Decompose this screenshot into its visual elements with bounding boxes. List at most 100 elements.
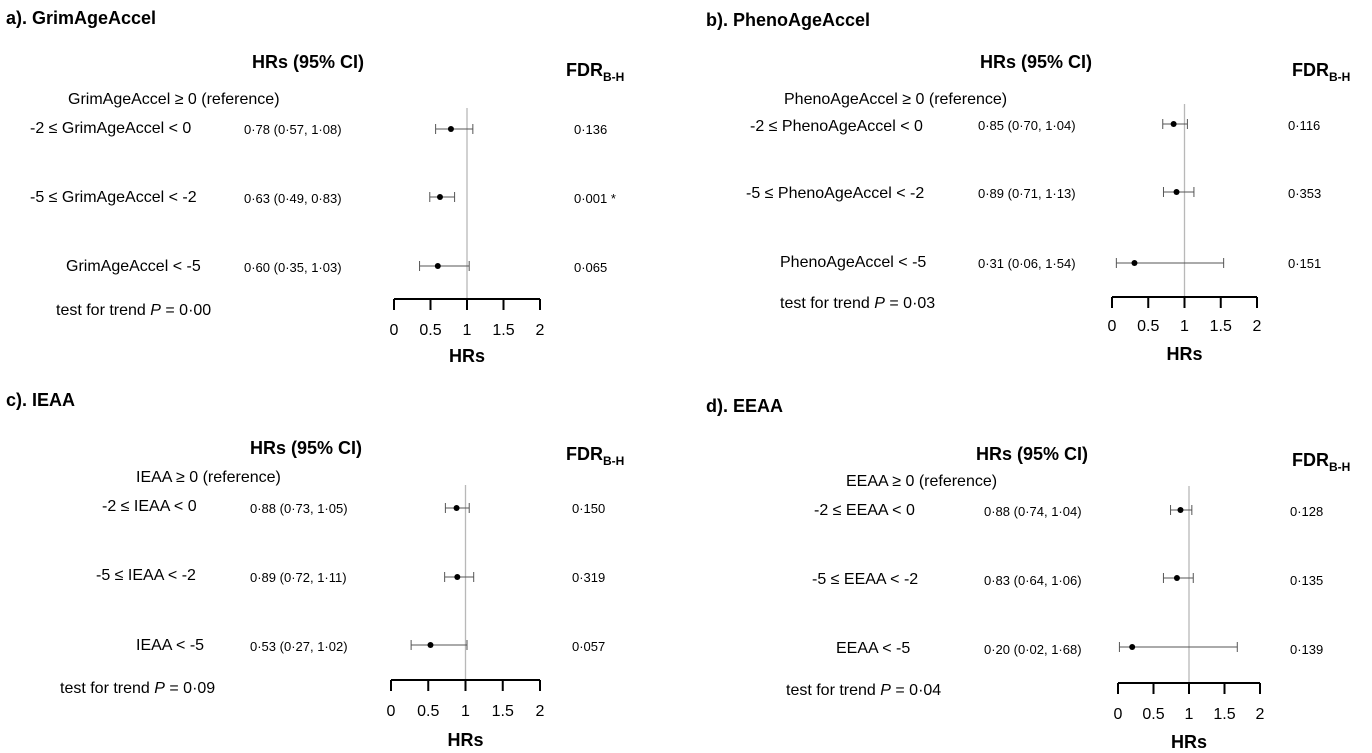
x-axis-label: HRs bbox=[447, 730, 483, 750]
row-estimate: 0·85 (0·70, 1·04) bbox=[978, 118, 1076, 133]
fdr-header: FDRB-H bbox=[566, 60, 624, 84]
row-fdr: 0·150 bbox=[572, 501, 606, 516]
row-label: -5 ≤ PhenoAgeAccel < -2 bbox=[746, 185, 925, 202]
x-tick-label: 1 bbox=[1185, 706, 1194, 723]
trend-p: P bbox=[874, 295, 885, 312]
row-fdr: 0·057 bbox=[572, 639, 606, 654]
row-estimate: 0·60 (0·35, 1·03) bbox=[244, 260, 342, 275]
hr-point bbox=[1173, 575, 1180, 581]
trend-test: test for trend P = 0·03 bbox=[780, 295, 935, 313]
hr-point bbox=[1131, 260, 1138, 266]
x-tick-label: 1.5 bbox=[492, 322, 514, 339]
x-tick-label: 1 bbox=[463, 322, 472, 339]
x-axis-label: HRs bbox=[449, 346, 485, 366]
x-tick-label: 0 bbox=[1108, 318, 1117, 335]
trend-suffix: = 0·09 bbox=[164, 680, 216, 697]
panel-title: c). IEAA bbox=[6, 390, 76, 410]
x-tick-label: 2 bbox=[536, 322, 545, 339]
x-tick-label: 1.5 bbox=[1210, 318, 1232, 335]
reference-label: IEAA ≥ 0 (reference) bbox=[136, 469, 281, 486]
row-fdr: 0·001 * bbox=[574, 191, 616, 206]
hr-point bbox=[447, 126, 454, 132]
row-label: PhenoAgeAccel < -5 bbox=[780, 254, 927, 271]
fdr-header-main: FDR bbox=[1292, 60, 1329, 80]
row-fdr: 0·353 bbox=[1288, 186, 1322, 201]
trend-prefix: test for trend bbox=[60, 680, 155, 697]
trend-prefix: test for trend bbox=[786, 682, 881, 699]
forest-plot-area: 0 0.5 1 1.5 2 HRs bbox=[387, 485, 545, 750]
estimate-header: HRs (95% CI) bbox=[980, 52, 1093, 72]
hr-point bbox=[453, 505, 460, 511]
x-tick-label: 0.5 bbox=[419, 322, 441, 339]
hr-point bbox=[1173, 189, 1180, 195]
hr-point bbox=[1129, 644, 1136, 650]
row-label: -2 ≤ PhenoAgeAccel < 0 bbox=[750, 118, 923, 135]
x-tick-label: 2 bbox=[1256, 706, 1265, 723]
trend-suffix: = 0·03 bbox=[884, 295, 936, 312]
x-axis-label: HRs bbox=[1171, 732, 1207, 752]
fdr-header-sub: B-H bbox=[603, 454, 625, 468]
fdr-header: FDRB-H bbox=[566, 444, 624, 468]
x-tick-label: 0.5 bbox=[1142, 706, 1164, 723]
forest-plot-area: 0 0.5 1 1.5 2 HRs bbox=[1108, 104, 1262, 364]
row-label: GrimAgeAccel < -5 bbox=[66, 258, 201, 275]
fdr-header: FDRB-H bbox=[1292, 60, 1350, 84]
row-estimate: 0·88 (0·73, 1·05) bbox=[250, 501, 348, 516]
row-label: EEAA < -5 bbox=[836, 640, 911, 657]
trend-test: test for trend P = 0·04 bbox=[786, 682, 941, 700]
row-fdr: 0·151 bbox=[1288, 256, 1322, 271]
x-tick-label: 0.5 bbox=[1137, 318, 1159, 335]
row-label: -2 ≤ EEAA < 0 bbox=[814, 502, 915, 519]
fdr-header-main: FDR bbox=[566, 60, 603, 80]
panel-title: a). GrimAgeAccel bbox=[6, 8, 157, 28]
panel-title: b). PhenoAgeAccel bbox=[706, 10, 871, 30]
x-tick-label: 0 bbox=[390, 322, 399, 339]
x-tick-label: 2 bbox=[1253, 318, 1262, 335]
row-label: -5 ≤ GrimAgeAccel < -2 bbox=[30, 189, 197, 206]
fdr-header-sub: B-H bbox=[1329, 70, 1351, 84]
hr-point bbox=[434, 263, 441, 269]
row-estimate: 0·53 (0·27, 1·02) bbox=[250, 639, 348, 654]
trend-test: test for trend P = 0·00 bbox=[56, 302, 211, 320]
fdr-header-main: FDR bbox=[566, 444, 603, 464]
x-tick-label: 1 bbox=[461, 703, 470, 720]
x-tick-label: 1 bbox=[1180, 318, 1189, 335]
trend-suffix: = 0·00 bbox=[160, 302, 212, 319]
x-tick-label: 1.5 bbox=[1213, 706, 1235, 723]
row-estimate: 0·31 (0·06, 1·54) bbox=[978, 256, 1076, 271]
x-tick-label: 0 bbox=[387, 703, 396, 720]
trend-p: P bbox=[154, 680, 165, 697]
estimate-header: HRs (95% CI) bbox=[250, 438, 363, 458]
row-estimate: 0·83 (0·64, 1·06) bbox=[984, 573, 1082, 588]
hr-point bbox=[436, 194, 443, 200]
row-fdr: 0·135 bbox=[1290, 573, 1324, 588]
x-tick-label: 2 bbox=[536, 703, 545, 720]
row-estimate: 0·89 (0·71, 1·13) bbox=[978, 186, 1076, 201]
reference-label: EEAA ≥ 0 (reference) bbox=[846, 473, 998, 490]
row-estimate: 0·89 (0·72, 1·11) bbox=[250, 570, 347, 585]
fdr-header-main: FDR bbox=[1292, 450, 1329, 470]
row-fdr: 0·319 bbox=[572, 570, 606, 585]
panel-title: d). EEAA bbox=[706, 396, 784, 416]
x-axis-label: HRs bbox=[1166, 344, 1202, 364]
trend-prefix: test for trend bbox=[780, 295, 875, 312]
trend-p: P bbox=[150, 302, 161, 319]
x-tick-label: 0.5 bbox=[417, 703, 439, 720]
hr-point bbox=[1177, 507, 1184, 513]
forest-plot-area: 0 0.5 1 1.5 2 HRs bbox=[1114, 486, 1265, 752]
fdr-header: FDRB-H bbox=[1292, 450, 1350, 474]
row-label: -2 ≤ GrimAgeAccel < 0 bbox=[30, 120, 192, 137]
row-label: -5 ≤ IEAA < -2 bbox=[96, 567, 196, 584]
row-fdr: 0·136 bbox=[574, 122, 608, 137]
trend-prefix: test for trend bbox=[56, 302, 151, 319]
row-fdr: 0·065 bbox=[574, 260, 608, 275]
x-tick-label: 0 bbox=[1114, 706, 1123, 723]
hr-point bbox=[454, 574, 461, 580]
row-label: -2 ≤ IEAA < 0 bbox=[102, 498, 197, 515]
estimate-header: HRs (95% CI) bbox=[252, 52, 365, 72]
trend-suffix: = 0·04 bbox=[890, 682, 942, 699]
row-fdr: 0·128 bbox=[1290, 504, 1324, 519]
hr-point bbox=[427, 642, 434, 648]
forest-plot-area: 0 0.5 1 1.5 2 HRs bbox=[390, 108, 545, 366]
row-estimate: 0·88 (0·74, 1·04) bbox=[984, 504, 1082, 519]
